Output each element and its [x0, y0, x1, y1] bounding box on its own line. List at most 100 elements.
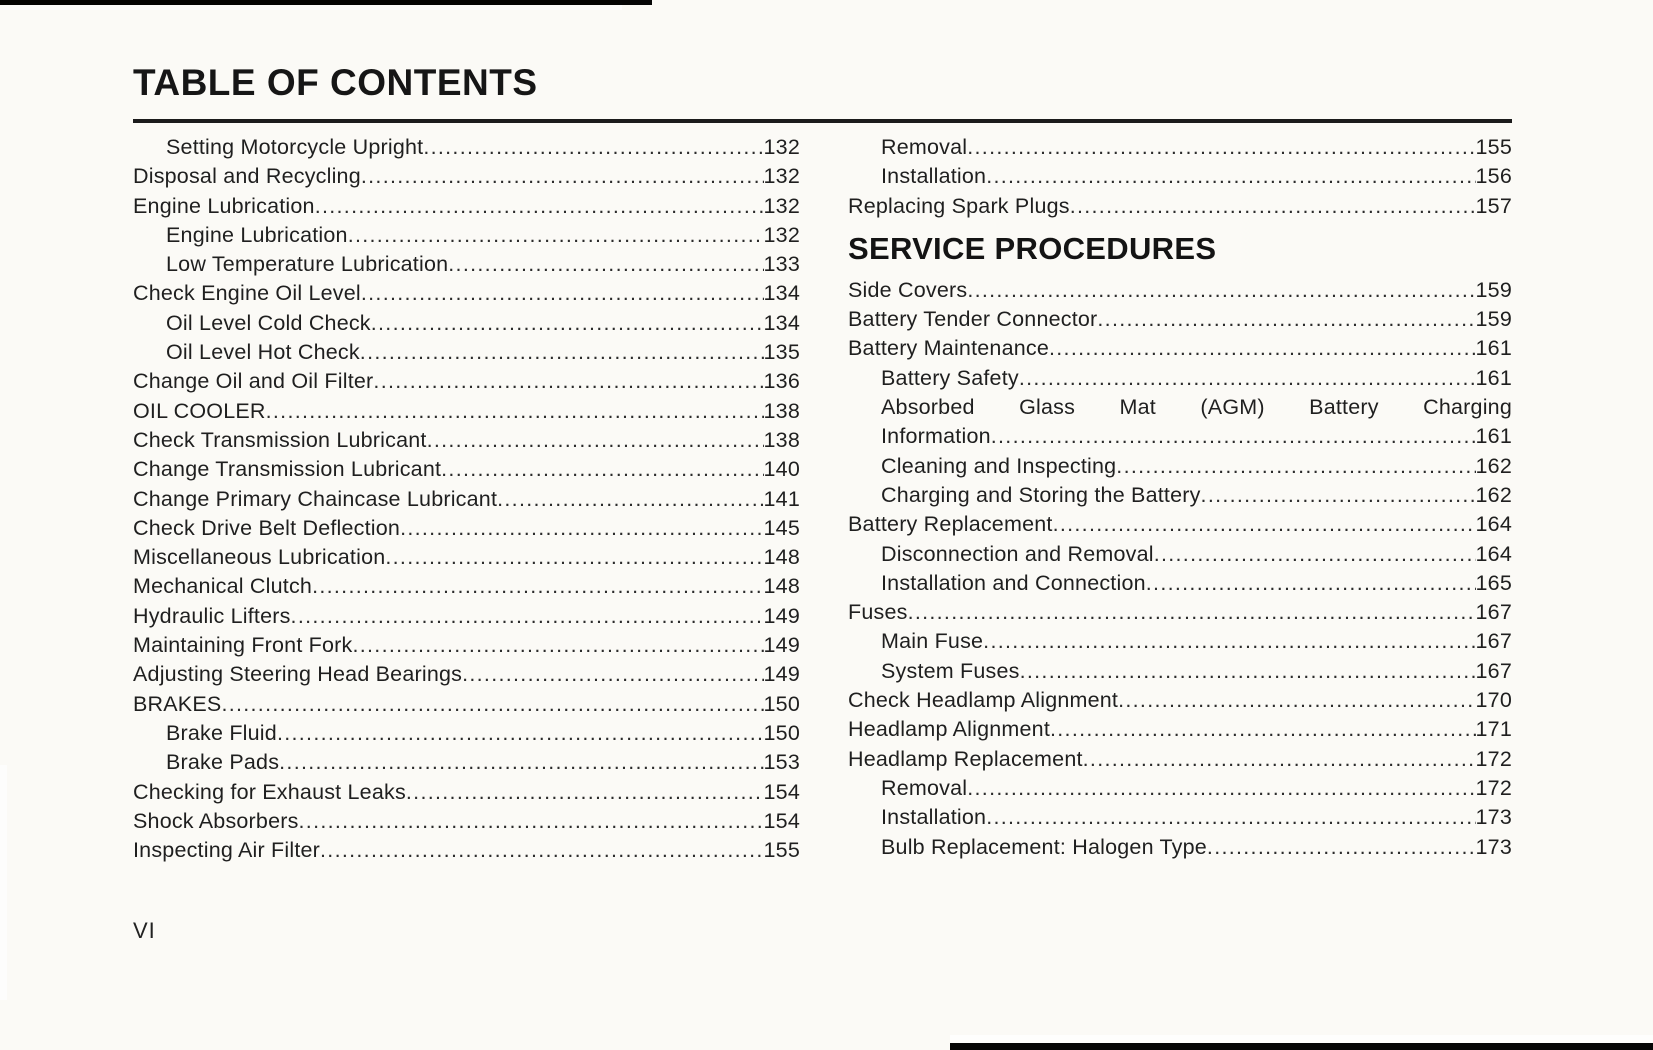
dot-leader: [291, 602, 764, 631]
dot-leader: [1049, 334, 1476, 363]
toc-entry-line: Check Headlamp Alignment 170: [848, 686, 1512, 715]
scan-edge-artifact-top: [0, 0, 622, 10]
toc-page-number: 134: [763, 310, 800, 335]
toc-page-number: 132: [763, 222, 800, 247]
toc-entry: Removal 172: [848, 774, 1512, 803]
toc-entry-label: Battery Replacement: [848, 512, 1053, 537]
dot-leader: [1070, 192, 1476, 221]
scan-edge-artifact-left: [0, 765, 7, 1000]
toc-entry-label: Main Fuse: [881, 629, 984, 654]
toc-entry-label: Change Transmission Lubricant: [133, 457, 442, 482]
toc-entry: Change Oil and Oil Filter 136: [133, 367, 800, 396]
toc-entry-line: Mechanical Clutch 148: [133, 572, 800, 601]
toc-entry-label: Check Drive Belt Deflection: [133, 515, 401, 540]
toc-entry-label: Cleaning and Inspecting: [881, 453, 1117, 478]
dot-leader: [441, 455, 763, 484]
dot-leader: [986, 803, 1475, 832]
toc-entry-label: Oil Level Hot Check: [166, 340, 360, 365]
toc-page-number: 145: [763, 515, 800, 540]
dot-leader: [1053, 510, 1476, 539]
toc-page-number: 159: [1475, 307, 1512, 332]
dot-leader: [427, 426, 764, 455]
dot-leader: [423, 133, 763, 162]
toc-entry-line: Information 161: [881, 422, 1512, 451]
dot-leader: [1116, 452, 1475, 481]
toc-entry-label: Mechanical Clutch: [133, 574, 313, 599]
dot-leader: [1020, 657, 1476, 686]
toc-entry-line: Fuses 167: [848, 598, 1512, 627]
toc-entry-label: Checking for Exhaust Leaks: [133, 779, 406, 804]
toc-entry-label: Change Primary Chaincase Lubricant: [133, 486, 498, 511]
toc-page-number: 140: [763, 457, 800, 482]
toc-page-number: 154: [763, 779, 800, 804]
toc-entry: Installation and Connection 165: [848, 569, 1512, 598]
toc-entry: Check Engine Oil Level 134: [133, 279, 800, 308]
dot-leader: [462, 660, 763, 689]
toc-page-number: 149: [763, 633, 800, 658]
toc-entry-label: Installation: [881, 805, 987, 830]
dot-leader: [983, 627, 1475, 656]
toc-entry-label: Fuses: [848, 600, 908, 625]
toc-page-number: 134: [763, 281, 800, 306]
toc-entry: Setting Motorcycle Upright 132: [133, 133, 800, 162]
toc-entry-label: Battery Safety: [881, 365, 1019, 390]
toc-entry: Battery Tender Connector 159: [848, 305, 1512, 334]
toc-entry-line: Main Fuse 167: [881, 627, 1512, 656]
toc-page-number: 161: [1475, 424, 1512, 449]
toc-entry: Engine Lubrication 132: [133, 192, 800, 221]
toc-entry-label: Low Temperature Lubrication: [166, 252, 449, 277]
toc-entry-line: Hydraulic Lifters 149: [133, 602, 800, 631]
toc-entry-label: Check Transmission Lubricant: [133, 427, 427, 452]
toc-page-number: 162: [1475, 482, 1512, 507]
toc-entry-label: Oil Level Cold Check: [166, 310, 371, 335]
toc-entry: Brake Fluid 150: [133, 719, 800, 748]
toc-entry-line: Check Transmission Lubricant 138: [133, 426, 800, 455]
dot-leader: [1050, 715, 1476, 744]
dot-leader: [373, 367, 763, 396]
toc-entry-line: Change Transmission Lubricant 140: [133, 455, 800, 484]
toc-entry-label: Brake Fluid: [166, 720, 277, 745]
toc-entry-label: Removal: [881, 135, 968, 159]
folio-page-number: VI: [133, 918, 156, 943]
toc-page-number: 155: [763, 838, 800, 863]
toc-page-number: 173: [1475, 805, 1512, 830]
toc-entry: Engine Lubrication 132: [133, 221, 800, 250]
dot-leader: [1097, 305, 1475, 334]
toc-entry: Headlamp Alignment 171: [848, 715, 1512, 744]
toc-entry-label: Adjusting Steering Head Bearings: [133, 662, 463, 687]
toc-page-number: 167: [1475, 629, 1512, 654]
toc-page-number: 148: [763, 545, 800, 570]
toc-entry: Change Primary Chaincase Lubricant 141: [133, 485, 800, 514]
toc-entry-line: Battery Safety 161: [881, 364, 1512, 393]
dot-leader: [1146, 569, 1476, 598]
toc-page-number: 165: [1475, 570, 1512, 595]
toc-entry-line: Adjusting Steering Head Bearings 149: [133, 660, 800, 689]
toc-entry-line: Battery Replacement 164: [848, 510, 1512, 539]
toc-entry-line: Disposal and Recycling 132: [133, 162, 800, 191]
toc-entry-label: Charging and Storing the Battery: [881, 482, 1201, 507]
toc-entry: Change Transmission Lubricant 140: [133, 455, 800, 484]
toc-entry-label: Shock Absorbers: [133, 808, 299, 833]
toc-page-number: 159: [1475, 277, 1512, 302]
toc-page-number: 148: [763, 574, 800, 599]
toc-page-number: 171: [1475, 717, 1512, 742]
toc-page-number: 135: [763, 340, 800, 365]
toc-entry: Shock Absorbers 154: [133, 807, 800, 836]
toc-page-number: 173: [1475, 834, 1512, 859]
toc-page-number: 141: [763, 486, 800, 511]
toc-page-number: 136: [763, 369, 800, 394]
toc-entry: Inspecting Air Filter 155: [133, 836, 800, 865]
toc-page-number: 162: [1475, 453, 1512, 478]
toc-entry-line: Brake Fluid 150: [166, 719, 800, 748]
dot-leader: [266, 397, 764, 426]
toc-entry-line: Removal 155: [881, 133, 1512, 162]
toc-content: TABLE OF CONTENTS Setting Motorcycle Upr…: [133, 60, 1512, 865]
toc-entry-line: Oil Level Hot Check 135: [166, 338, 800, 367]
toc-page-number: 153: [763, 750, 800, 775]
toc-entry: Side Covers 159: [848, 276, 1512, 305]
toc-entry-label: Headlamp Replacement: [848, 746, 1083, 771]
toc-entry: Battery Maintenance 161: [848, 334, 1512, 363]
toc-entry: BRAKES 150: [133, 690, 800, 719]
dot-leader: [277, 719, 764, 748]
